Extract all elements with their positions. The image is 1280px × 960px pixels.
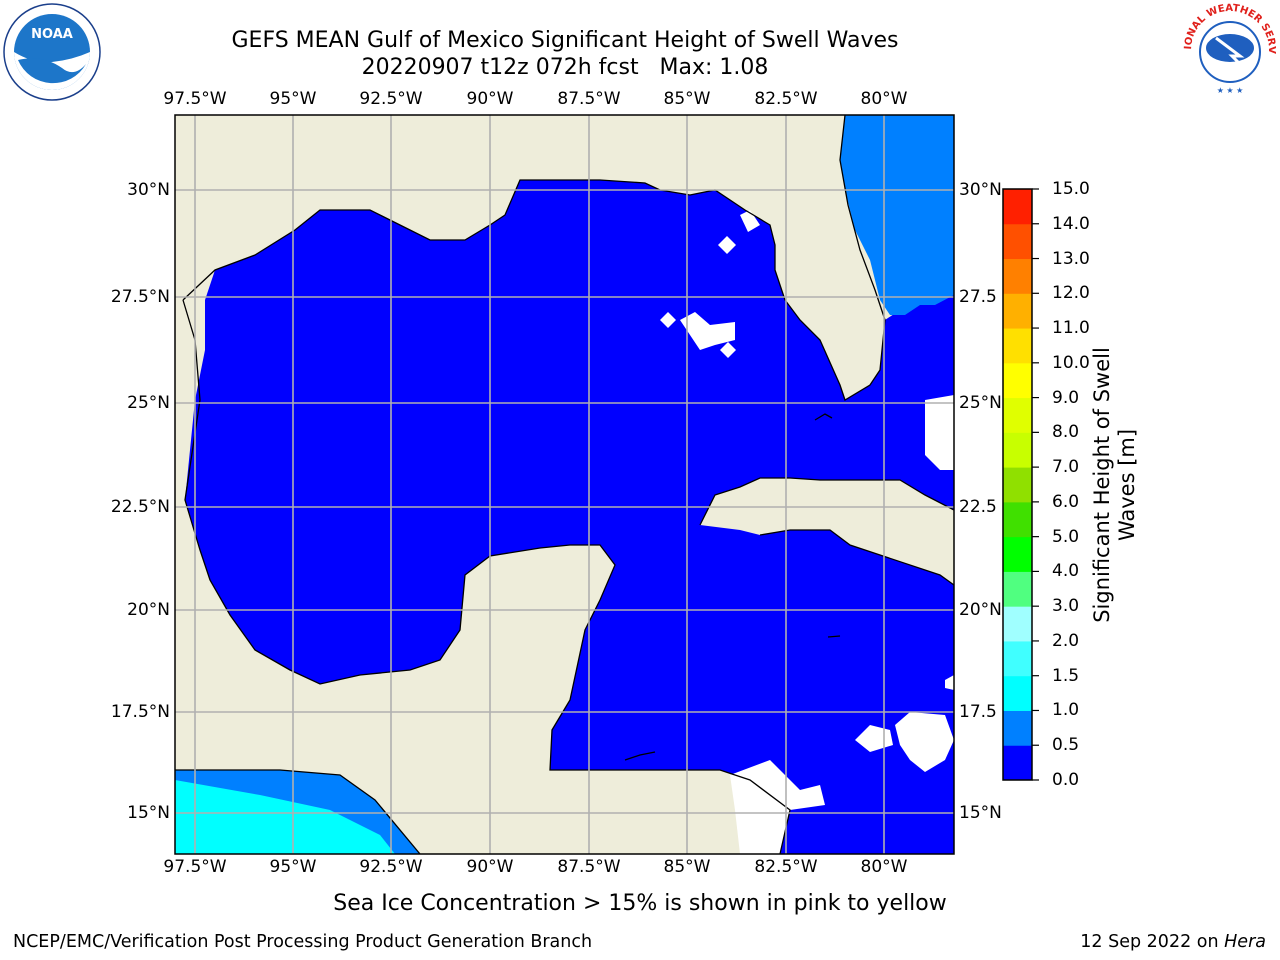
colorbar-block (1003, 640, 1032, 677)
sea-ice-caption: Sea Ice Concentration > 15% is shown in … (333, 891, 947, 916)
lon-tick-bottom: 95°W (269, 857, 317, 877)
lat-tick-left: 15°N (127, 803, 170, 823)
footer-credit: NCEP/EMC/Verification Post Processing Pr… (13, 932, 593, 952)
colorbar-tick-label: 10.0 (1052, 352, 1090, 373)
lon-tick-top: 87.5°W (557, 89, 621, 109)
lat-tick-right: 15°N (959, 803, 1002, 823)
lon-tick-bottom: 80°W (860, 857, 908, 877)
colorbar-tick-label: 1.5 (1052, 665, 1080, 686)
colorbar-block (1003, 501, 1032, 538)
footer-host: Hera (1224, 932, 1266, 952)
lon-tick-top: 80°W (860, 89, 908, 109)
lat-tick-left: 25°N (127, 393, 170, 413)
svg-text:NOAA: NOAA (31, 27, 73, 42)
colorbar-block (1003, 571, 1032, 607)
lat-tick-left: 27.5°N (110, 287, 170, 307)
colorbar-block (1003, 536, 1032, 572)
colorbar-tick-label: 12.0 (1052, 283, 1090, 304)
lon-tick-bottom: 97.5°W (163, 857, 227, 877)
chart-title: GEFS MEAN Gulf of Mexico Significant Hei… (231, 28, 899, 53)
svg-text:★ ★ ★: ★ ★ ★ (1217, 86, 1244, 95)
colorbar-tick-label: 7.0 (1052, 457, 1080, 478)
lon-tick-top: 97.5°W (163, 89, 227, 109)
lon-tick-top: 92.5°W (359, 89, 423, 109)
footer-date: 12 Sep 2022 on Hera (1080, 932, 1266, 952)
noaa-logo: NOAA (3, 3, 101, 101)
colorbar-tick-label: 15.0 (1052, 179, 1090, 199)
nws-logo: NATIONAL WEATHER SERVICE ★ ★ ★ (1180, 0, 1278, 98)
colorbar-block (1003, 293, 1032, 329)
colorbar-block (1003, 397, 1032, 433)
colorbar-block (1003, 189, 1032, 225)
map-frame (174, 114, 955, 855)
lat-tick-left: 20°N (127, 600, 170, 620)
lat-tick-left: 30°N (127, 180, 170, 200)
lon-tick-top: 95°W (269, 89, 317, 109)
colorbar-frame (1002, 188, 1033, 781)
lon-tick-bottom: 92.5°W (359, 857, 423, 877)
colorbar-tick-label: 2.0 (1052, 630, 1080, 651)
lon-tick-bottom: 90°W (466, 857, 514, 877)
colorbar-label-line1: Significant Height of Swell (1090, 347, 1114, 623)
colorbar-tick-label: 14.0 (1052, 213, 1090, 234)
colorbar-tick-label: 8.0 (1052, 422, 1080, 443)
lat-tick-left: 17.5°N (110, 702, 170, 722)
lat-tick-right: 22.5 (959, 497, 997, 517)
colorbar-tick-label: 0.5 (1052, 735, 1080, 756)
lon-tick-top: 82.5°W (754, 89, 818, 109)
colorbar-tick-label: 11.0 (1052, 318, 1090, 339)
lon-tick-bottom: 85°W (663, 857, 711, 877)
lon-tick-top: 90°W (466, 89, 514, 109)
coastlines (175, 115, 954, 854)
lat-tick-right: 25°N (959, 393, 1002, 413)
colorbar-tick-label: 13.0 (1052, 248, 1090, 269)
lat-tick-right: 20°N (959, 600, 1002, 620)
colorbar-label: Significant Height of Swell Waves [m] (1090, 347, 1140, 623)
lon-tick-bottom: 87.5°W (557, 857, 621, 877)
colorbar-tick-label: 6.0 (1052, 491, 1080, 512)
lat-tick-left: 22.5°N (110, 497, 170, 517)
colorbar-block (1003, 467, 1032, 503)
colorbar-block (1003, 362, 1032, 399)
colorbar-block (1003, 258, 1032, 294)
colorbar-block (1003, 675, 1032, 711)
colorbar-tick-label: 9.0 (1052, 387, 1080, 408)
colorbar-tick-label: 3.0 (1052, 596, 1080, 617)
lon-tick-bottom: 82.5°W (754, 857, 818, 877)
colorbar-block (1003, 223, 1032, 260)
lon-tick-top: 85°W (663, 89, 711, 109)
colorbar-block (1003, 745, 1032, 781)
chart-subtitle: 20220907 t12z 072h fcst Max: 1.08 (361, 55, 769, 80)
gulf-of-mexico-swell (185, 180, 954, 854)
colorbar-tick-label: 5.0 (1052, 526, 1080, 547)
lat-tick-right: 17.5 (959, 702, 997, 722)
colorbar-blocks (1003, 189, 1032, 781)
pacific-swell-mid (175, 780, 395, 854)
atlantic-swell (840, 115, 954, 315)
lat-tick-right: 30°N (959, 180, 1002, 200)
colorbar-tickmarks (1032, 188, 1039, 781)
colorbar-tick-label: 0.0 (1052, 770, 1080, 790)
gridlines (175, 115, 954, 854)
colorbar-block (1003, 606, 1032, 642)
footer-date-text: 12 Sep 2022 on (1080, 932, 1225, 952)
colorbar-tick-label: 4.0 (1052, 561, 1080, 582)
colorbar-label-line2: Waves [m] (1115, 428, 1139, 542)
colorbar-block (1003, 710, 1032, 746)
lat-tick-right: 27.5 (959, 287, 997, 307)
colorbar-block (1003, 432, 1032, 468)
colorbar-block (1003, 328, 1032, 364)
colorbar-tick-label: 1.0 (1052, 700, 1080, 721)
